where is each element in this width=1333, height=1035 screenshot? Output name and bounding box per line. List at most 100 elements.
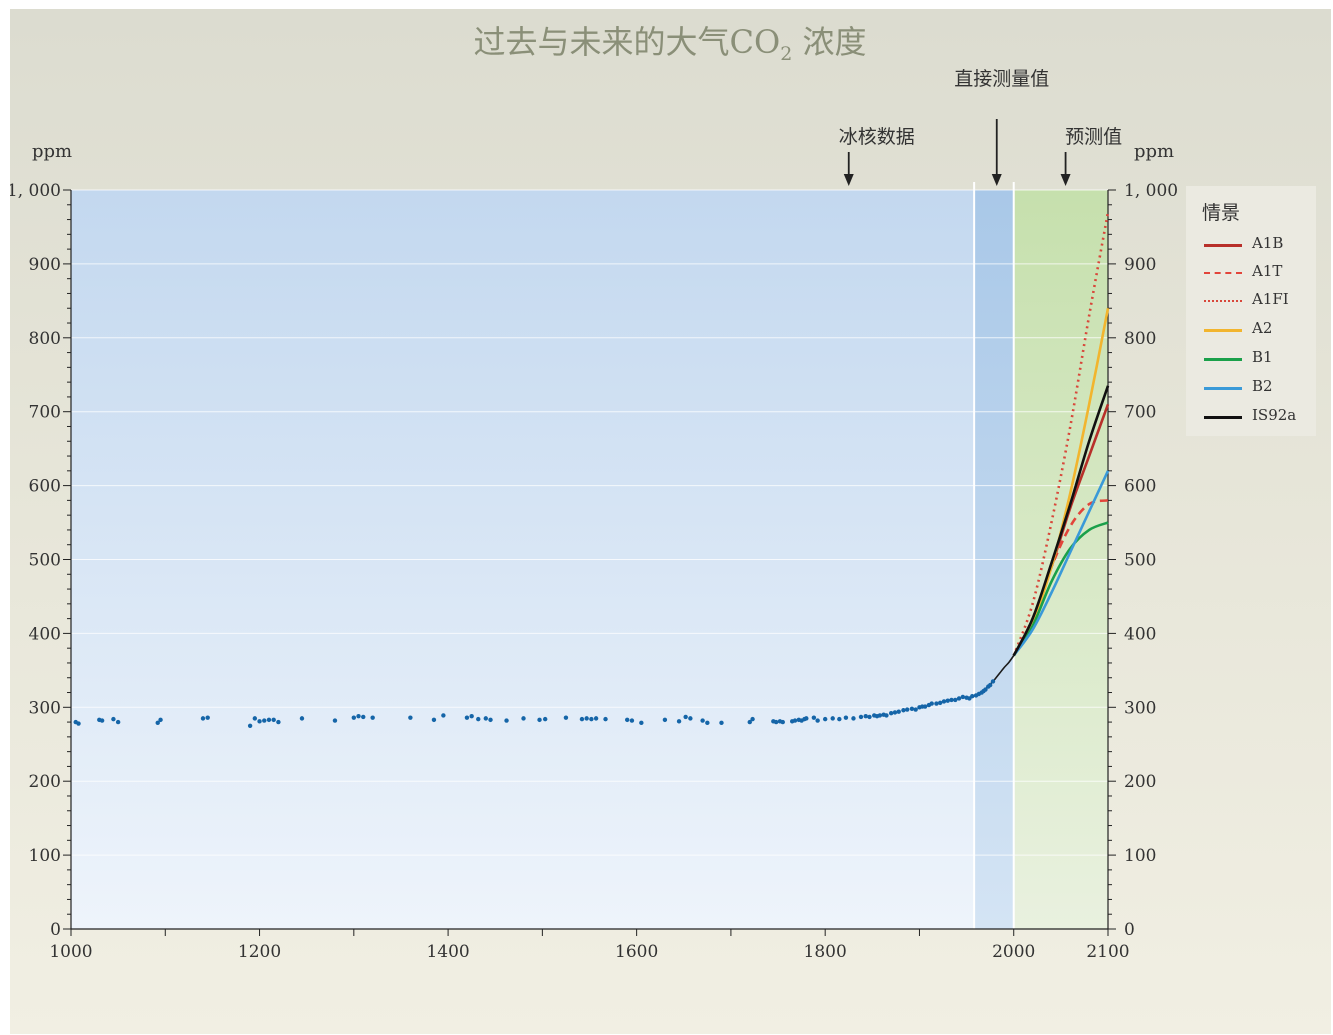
ice-core-point: [361, 714, 366, 720]
y-tick-label-left: 400: [29, 624, 61, 644]
ice-core-point: [370, 715, 375, 720]
ice-core-point: [266, 717, 272, 723]
legend-swatch: [1204, 416, 1242, 419]
ice-core-point: [750, 716, 755, 722]
ice-core-point: [843, 715, 849, 720]
legend-title: 情景: [1202, 202, 1241, 224]
ice-core-point: [909, 706, 915, 711]
scenario-line-a1t: [1012, 499, 1109, 657]
co2-chart: 过去与未来的大气CO2 浓度 0 0 100 100 200 200 300 300 400 40…: [10, 23, 1178, 962]
ice-core-point: [792, 718, 798, 723]
region-backgrounds: [71, 182, 1108, 929]
ice-core-point: [747, 719, 752, 725]
gridlines: [71, 189, 1108, 856]
ice-core-point: [901, 708, 906, 713]
ice-core-point: [589, 716, 594, 722]
y-tick-label-right: 1, 000: [1124, 181, 1178, 201]
ice-core-point: [773, 719, 779, 725]
y-tick-label-left: 1, 000: [10, 181, 61, 201]
y-axis-unit-left: ppm: [32, 141, 72, 162]
ice-core-point: [111, 716, 116, 722]
ice-core-point: [867, 714, 872, 720]
ice-core-point: [719, 720, 724, 726]
legend-label: B2: [1252, 377, 1273, 395]
ice-core-point: [937, 700, 943, 706]
ice-core-point: [579, 716, 585, 722]
legend-swatch: [1204, 358, 1242, 361]
ice-core-point: [563, 715, 569, 720]
y-tick-label-left: 100: [29, 846, 61, 866]
y-tick-label-right: 800: [1124, 329, 1156, 349]
ice-core-point: [625, 717, 630, 723]
ice-core-point: [205, 715, 210, 720]
ice-core-point: [76, 721, 81, 726]
ice-core-point: [464, 715, 470, 720]
legend-label: B1: [1252, 348, 1273, 366]
ice-core-point: [960, 694, 966, 700]
ice-core-point: [603, 716, 608, 722]
y-tick-label-left: 800: [29, 329, 61, 349]
region-label: 冰核数据: [839, 126, 915, 148]
ice-core-point: [276, 719, 281, 725]
ice-core-point: [662, 717, 668, 723]
ice-core-point: [262, 718, 267, 723]
legend-swatch: [1204, 244, 1242, 247]
ice-core-point: [441, 713, 446, 718]
ice-core-point: [252, 716, 258, 721]
ice-core-point: [956, 696, 962, 701]
y-tick-label-left: 0: [50, 920, 61, 940]
legend-swatch: [1204, 272, 1242, 274]
axes: 0 0 100 100 200 200 300 300 400 400 500 500 600 600 70…: [10, 181, 1178, 962]
region-arrow-head: [843, 174, 854, 186]
legend-label: A1B: [1252, 234, 1284, 252]
ice-core-point: [990, 679, 996, 684]
ice-core-point: [257, 719, 262, 724]
scenario-line-b2: [1012, 470, 1110, 657]
ice-core-point: [332, 718, 338, 723]
ice-core-point: [351, 715, 357, 720]
legend-swatch: [1204, 329, 1242, 332]
ice-core-point: [676, 719, 682, 724]
ice-core-point: [913, 707, 918, 712]
ice-core-point: [983, 687, 988, 692]
x-tick-label: 1400: [426, 942, 469, 962]
y-tick-label-right: 300: [1124, 698, 1156, 718]
legend-label: IS92a: [1252, 406, 1297, 424]
y-tick-label-right: 900: [1124, 255, 1156, 275]
ice-core-point: [705, 720, 710, 726]
y-tick-label-right: 700: [1124, 403, 1156, 423]
chart-title: 过去与未来的大气CO2 浓度: [473, 23, 866, 65]
x-tick-label: 2100: [1086, 942, 1129, 962]
ice-core-point: [922, 704, 928, 709]
scenario-line-a1fi: [1012, 211, 1110, 657]
y-tick-label-left: 200: [29, 772, 61, 792]
ice-core-point: [99, 718, 105, 723]
x-tick-label: 1200: [238, 942, 281, 962]
ice-core-point: [877, 713, 883, 718]
legend: 情景 A1B A1T A1FI A2 B1 B2 IS92a: [1186, 186, 1316, 436]
ice-core-point: [115, 719, 121, 725]
ice-core-point: [851, 716, 856, 721]
ice-core-point: [584, 716, 589, 721]
ice-core-point: [896, 709, 901, 714]
ice-core-point: [929, 701, 934, 706]
ice-core-point: [537, 717, 542, 723]
legend-swatch: [1204, 387, 1242, 390]
ice-core-point: [504, 718, 509, 723]
ice-core-point: [155, 720, 160, 726]
ice-core-point: [815, 718, 820, 723]
ice-core-point: [780, 719, 785, 725]
ice-core-point: [483, 716, 488, 721]
y-tick-label-right: 600: [1124, 477, 1156, 497]
y-tick-label-right: 0: [1124, 920, 1135, 940]
ice-core-point: [683, 714, 688, 720]
x-tick-label: 1800: [804, 942, 847, 962]
ice-core-point: [892, 710, 898, 715]
ice-core-point: [408, 715, 413, 720]
ice-core-point: [431, 717, 437, 723]
scenario-line-is92a: [1012, 385, 1110, 657]
ice-core-point: [830, 716, 835, 721]
ice-core-point: [811, 715, 817, 720]
region-arrow-head: [1060, 174, 1071, 186]
y-tick-label-right: 200: [1124, 772, 1156, 792]
